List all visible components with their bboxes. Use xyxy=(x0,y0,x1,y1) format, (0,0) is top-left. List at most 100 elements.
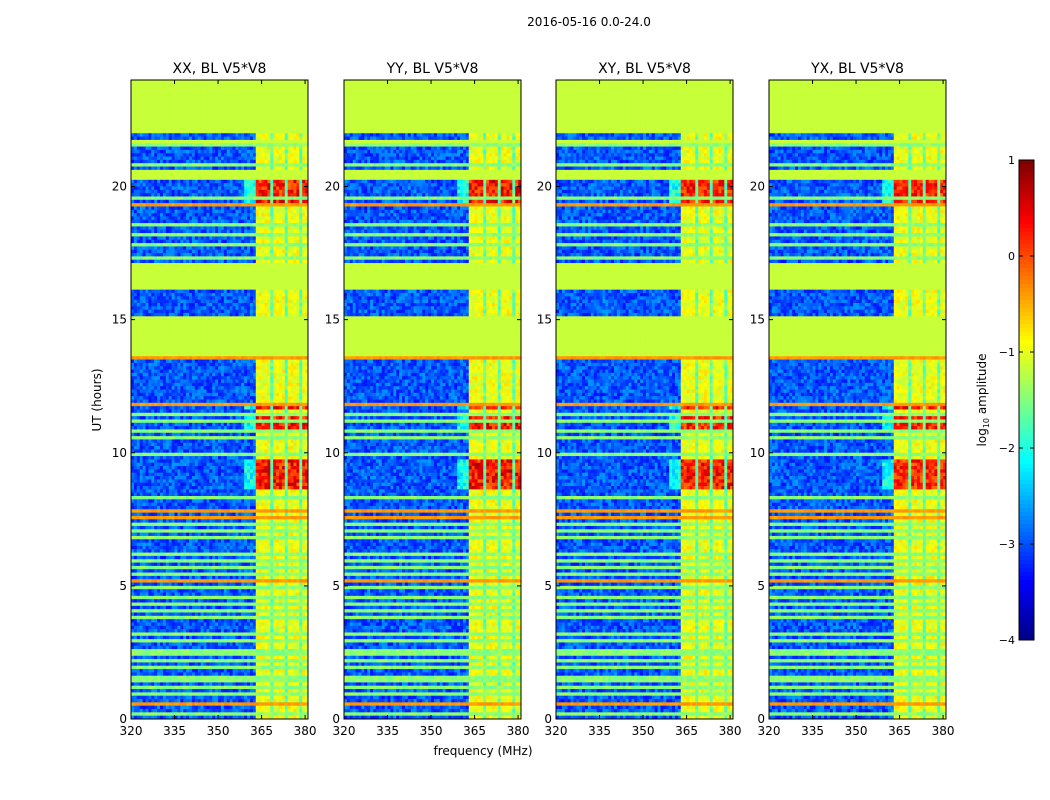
heatmap-cell xyxy=(218,289,222,294)
heatmap-cell xyxy=(281,86,286,91)
heatmap-cell xyxy=(258,279,262,284)
heatmap-cell xyxy=(270,309,274,314)
heatmap-cell xyxy=(261,123,265,127)
heatmap-cell xyxy=(197,329,202,334)
heatmap-cell xyxy=(293,203,297,207)
heatmap-cell xyxy=(244,179,248,184)
heatmap-cell xyxy=(287,173,291,177)
heatmap-cell xyxy=(145,256,149,261)
heatmap-cell xyxy=(189,273,193,277)
heatmap-cell xyxy=(154,109,158,114)
heatmap-cell xyxy=(252,266,257,271)
heatmap-cell xyxy=(299,149,303,154)
heatmap-cell xyxy=(223,213,228,217)
heatmap-cell xyxy=(133,216,138,221)
heatmap-cell xyxy=(238,322,242,327)
heatmap-cell xyxy=(241,319,245,324)
heatmap-cell xyxy=(154,86,158,91)
heatmap-cell xyxy=(290,332,294,337)
heatmap-cell xyxy=(223,342,228,347)
heatmap-cell xyxy=(258,329,262,334)
heatmap-cell xyxy=(296,89,300,94)
heatmap-cell xyxy=(186,246,190,251)
heatmap-cell xyxy=(157,149,161,154)
heatmap-cell xyxy=(160,106,164,111)
heatmap-cell xyxy=(264,86,268,91)
heatmap-cell xyxy=(168,223,173,227)
heatmap-cell xyxy=(238,306,242,311)
heatmap-cell xyxy=(276,306,280,311)
heatmap-cell xyxy=(238,342,242,347)
heatmap-cell xyxy=(284,266,289,271)
heatmap-cell xyxy=(232,253,236,257)
heatmap-cell xyxy=(157,286,161,291)
heatmap-cell xyxy=(302,166,306,171)
heatmap-cell xyxy=(226,209,231,214)
heatmap-cell xyxy=(235,223,239,227)
heatmap-cell xyxy=(215,159,219,164)
heatmap-cell xyxy=(273,259,277,264)
heatmap-cell xyxy=(203,136,207,141)
heatmap-cell xyxy=(186,203,190,207)
heatmap-cell xyxy=(203,203,207,207)
heatmap-cell xyxy=(305,176,308,181)
heatmap-cell xyxy=(267,126,271,131)
heatmap-cell xyxy=(296,302,300,307)
heatmap-cell xyxy=(223,183,228,187)
heatmap-cell xyxy=(215,342,219,347)
heatmap-cell xyxy=(212,96,216,101)
heatmap-cell xyxy=(226,332,231,337)
heatmap-cell xyxy=(162,166,167,171)
heatmap-cell xyxy=(270,126,274,131)
heatmap-cell xyxy=(131,183,135,187)
heatmap-cell xyxy=(168,279,173,284)
heatmap-cell xyxy=(191,83,196,88)
heatmap-cell xyxy=(197,253,202,257)
heatmap-cell xyxy=(252,159,257,164)
heatmap-cell xyxy=(157,109,161,114)
heatmap-cell xyxy=(206,186,210,191)
heatmap-cell xyxy=(302,189,306,194)
heatmap-cell xyxy=(212,149,216,154)
heatmap-cell xyxy=(200,296,204,301)
heatmap-cell xyxy=(194,193,199,197)
heatmap-cell xyxy=(247,229,251,234)
heatmap-cell xyxy=(247,83,251,88)
heatmap-cell xyxy=(139,279,143,284)
heatmap-cell xyxy=(218,213,222,217)
heatmap-cell xyxy=(287,263,291,267)
heatmap-cell xyxy=(238,266,242,271)
heatmap-cell xyxy=(209,226,213,231)
heatmap-cell xyxy=(305,156,308,161)
heatmap-cell xyxy=(139,86,143,91)
heatmap-cell xyxy=(157,326,161,331)
heatmap-cell xyxy=(241,322,245,327)
heatmap-cell xyxy=(229,326,233,331)
heatmap-cell xyxy=(212,342,216,347)
heatmap-cell xyxy=(215,246,219,251)
heatmap-cell xyxy=(290,133,294,137)
heatmap-cell xyxy=(165,332,170,337)
heatmap-cell xyxy=(247,349,251,354)
heatmap-cell xyxy=(148,266,152,271)
heatmap-cell xyxy=(299,133,303,137)
heatmap-cell xyxy=(305,299,308,304)
heatmap-cell xyxy=(281,339,286,344)
heatmap-cell xyxy=(177,293,181,297)
heatmap-cell xyxy=(305,213,308,217)
heatmap-cell xyxy=(168,346,173,350)
heatmap-cell xyxy=(191,143,196,147)
heatmap-cell xyxy=(191,99,196,104)
heatmap-cell xyxy=(162,309,167,314)
heatmap-cell xyxy=(131,80,135,84)
heatmap-cell xyxy=(194,309,199,314)
heatmap-cell xyxy=(154,159,158,164)
heatmap-cell xyxy=(229,126,233,131)
heatmap-cell xyxy=(229,99,233,104)
heatmap-cell xyxy=(281,246,286,251)
heatmap-cell xyxy=(197,256,202,261)
heatmap-cell xyxy=(183,139,187,144)
heatmap-cell xyxy=(180,133,184,137)
heatmap-cell xyxy=(136,286,141,291)
heatmap-cell xyxy=(183,206,187,211)
